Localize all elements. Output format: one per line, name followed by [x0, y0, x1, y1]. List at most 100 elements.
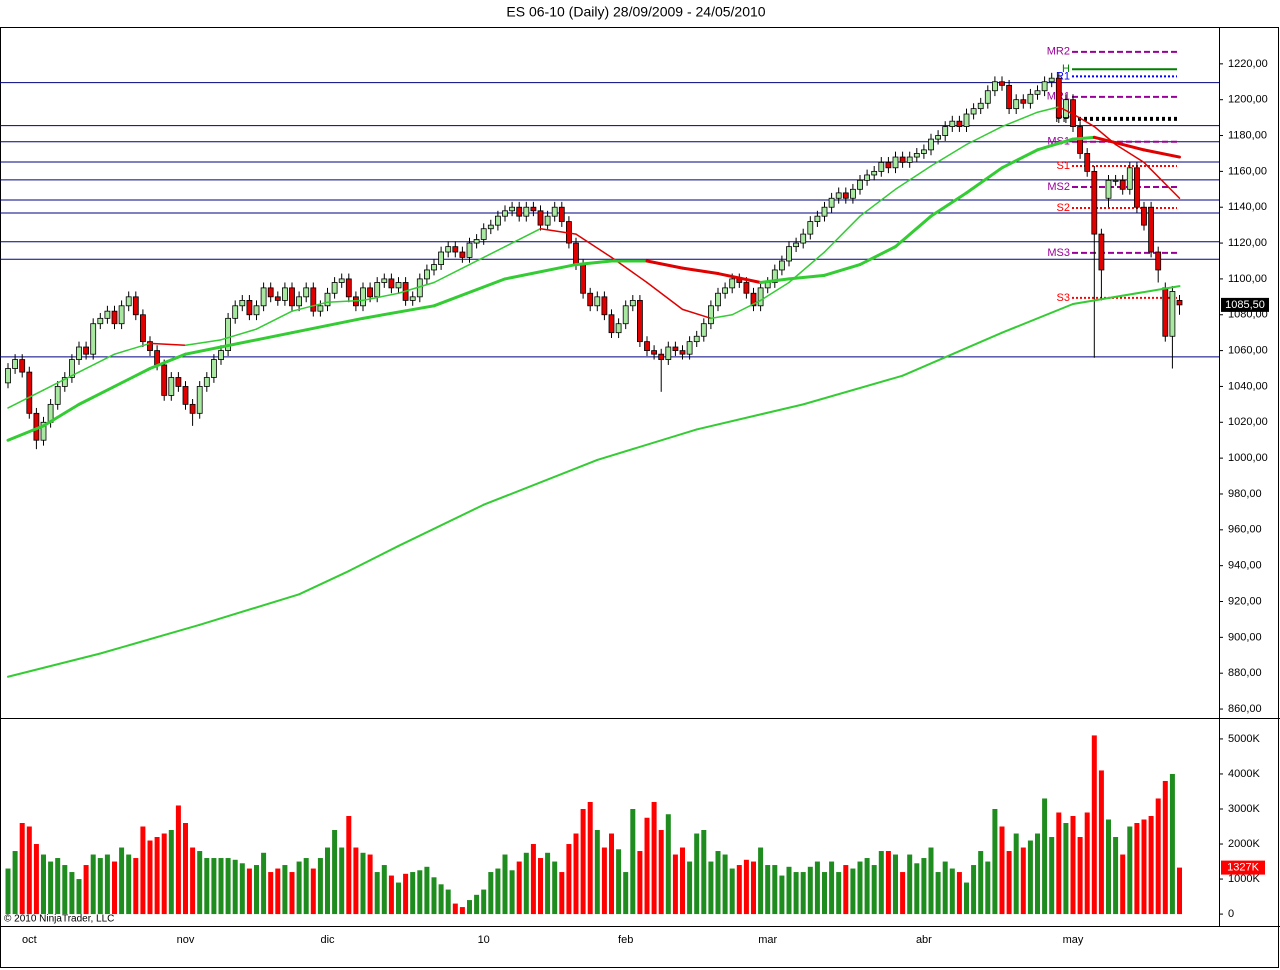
candle-body: [1119, 179, 1126, 190]
candle-body: [608, 314, 615, 334]
moving-average: [482, 458, 599, 506]
volume-bar: [459, 907, 465, 915]
moving-average: [759, 281, 790, 302]
volume-bar: [495, 868, 501, 915]
candle-body: [551, 206, 558, 217]
candle-body: [104, 310, 111, 319]
candle-body: [786, 246, 792, 262]
volume-bar: [658, 830, 664, 915]
volume-bar: [822, 872, 827, 915]
volume-bar: [452, 903, 458, 915]
copyright: © 2010 NinjaTrader, LLC: [4, 914, 114, 925]
candle-body: [594, 296, 601, 307]
moving-average: [1072, 285, 1181, 305]
volume-bar: [1177, 867, 1182, 915]
candle-body: [381, 278, 388, 283]
volume-bar: [836, 872, 842, 915]
moving-average: [1036, 137, 1075, 152]
candle-body: [246, 300, 253, 316]
volume-bar: [19, 823, 25, 915]
candle-body: [715, 292, 721, 307]
candle-body: [161, 364, 168, 396]
y-tick-label: 1000K: [1228, 873, 1260, 885]
moving-average: [149, 342, 187, 346]
candle-body: [615, 323, 622, 334]
volume-bar: [254, 865, 259, 915]
candle-body: [963, 113, 970, 127]
volume-bar: [665, 814, 671, 915]
candle-body: [509, 206, 516, 212]
candle-body: [147, 341, 153, 351]
volume-bar: [928, 847, 934, 915]
volume-bar: [999, 826, 1005, 915]
candle-body: [899, 156, 906, 163]
volume-bar: [69, 872, 75, 915]
candle-body: [459, 251, 466, 258]
candle-body: [452, 246, 459, 253]
candle-body: [210, 359, 217, 378]
volume-bar: [1084, 812, 1090, 915]
candle-body: [175, 377, 182, 387]
volume-bar: [438, 884, 444, 915]
volume-bar: [168, 830, 174, 915]
volume-bar: [637, 851, 643, 915]
volume-bar: [374, 872, 380, 915]
volume-bar: [914, 863, 920, 915]
volume-bar: [1141, 819, 1147, 915]
candle-body: [693, 335, 700, 343]
candle-body: [1105, 179, 1112, 199]
moving-average: [184, 339, 222, 346]
volume-bar: [97, 858, 103, 915]
volume-bar: [317, 858, 323, 915]
volume-bar: [942, 861, 948, 915]
candle-body: [821, 206, 828, 217]
volume-bar: [183, 823, 188, 915]
volume-bar: [623, 872, 629, 915]
candle-body: [928, 138, 934, 151]
pivot-label: S2: [1057, 202, 1070, 214]
candle-body: [558, 206, 565, 222]
volume-bar: [410, 872, 416, 915]
volume-bar: [616, 849, 622, 915]
y-tick-label: 1140,00: [1228, 201, 1267, 213]
moving-average: [42, 402, 81, 428]
x-tick-label: may: [1063, 934, 1084, 946]
candle-body: [665, 346, 672, 360]
volume-bar: [516, 861, 522, 915]
volume-bar: [161, 833, 167, 915]
moving-average: [347, 544, 400, 573]
candle-body: [850, 188, 856, 199]
volume-bar: [424, 866, 430, 915]
moving-average: [710, 314, 733, 320]
volume-bar: [829, 861, 835, 915]
candle-body: [544, 215, 551, 226]
candle-body: [878, 162, 885, 172]
x-tick-label: feb: [618, 934, 633, 946]
volume-bar: [1042, 798, 1048, 915]
moving-average: [716, 272, 763, 284]
volume-bar: [367, 854, 373, 915]
candle-body: [537, 210, 544, 226]
volume-bar: [701, 830, 707, 915]
volume-bar: [594, 830, 600, 915]
volume-bar: [566, 844, 572, 915]
candle-body: [218, 350, 224, 360]
candle-body: [331, 282, 338, 294]
candle-body: [708, 305, 714, 325]
volume-bar: [1020, 847, 1026, 915]
moving-average: [894, 214, 933, 249]
volume-bar: [1120, 854, 1126, 915]
volume-bar: [232, 859, 238, 915]
candle-body: [644, 341, 650, 351]
candle-body: [842, 192, 849, 199]
candle-body: [19, 359, 26, 373]
moving-average: [1001, 111, 1039, 128]
volume-bar: [488, 872, 494, 915]
candle-body: [1098, 233, 1105, 271]
volume-bar: [175, 805, 181, 915]
volume-bar: [1035, 833, 1040, 915]
y-tick-label: 1060,00: [1228, 345, 1268, 357]
candle-body: [757, 287, 764, 307]
volume-bar: [417, 870, 423, 915]
y-tick-label: 1160,00: [1228, 165, 1267, 177]
